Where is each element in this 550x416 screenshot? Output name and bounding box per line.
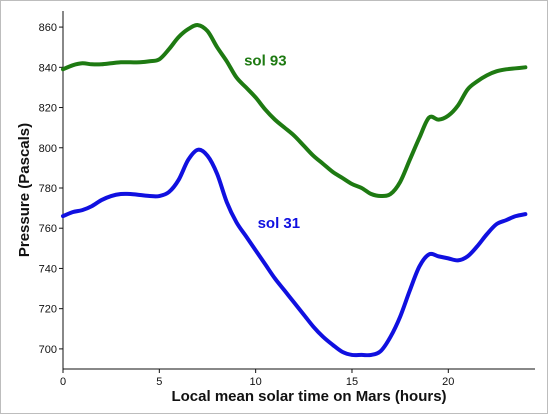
x-tick-label: 15 — [346, 376, 358, 388]
series-line-sol-93 — [61, 23, 528, 199]
series-layer — [61, 23, 528, 358]
x-axis-title: Local mean solar time on Mars (hours) — [171, 388, 446, 405]
series-label-sol-93: sol 93 — [244, 52, 287, 69]
x-tick-label: 0 — [60, 376, 66, 388]
y-tick-label: 780 — [39, 183, 57, 195]
series-line-sol-31 — [61, 147, 528, 358]
series-label-sol-31: sol 31 — [258, 215, 301, 232]
labels-layer: Local mean solar time on Mars (hours) Pre… — [16, 52, 447, 405]
y-tick-label: 840 — [39, 62, 57, 74]
y-tick-label: 700 — [39, 344, 57, 356]
y-tick-label: 860 — [39, 22, 57, 34]
axes: 700 720 740 760 780 800 820 840 860 0 5 10 15 20 — [39, 11, 535, 388]
y-tick-label: 820 — [39, 103, 57, 115]
y-tick-label: 740 — [39, 263, 57, 275]
x-tick-label: 5 — [156, 376, 162, 388]
x-tick-label: 10 — [250, 376, 262, 388]
x-tick-label: 20 — [442, 376, 454, 388]
y-axis-title: Pressure (Pascals) — [16, 123, 33, 257]
y-tick-label: 800 — [39, 143, 57, 155]
y-tick-label: 760 — [39, 223, 57, 235]
y-tick-label: 720 — [39, 304, 57, 316]
